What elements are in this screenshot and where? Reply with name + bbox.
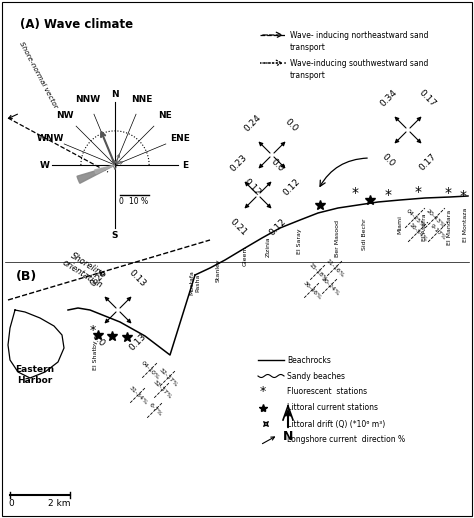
Text: Fluorescent  stations: Fluorescent stations: [287, 387, 367, 396]
Text: *: *: [459, 189, 466, 203]
Text: transport: transport: [290, 71, 326, 80]
Text: Beachrocks: Beachrocks: [287, 355, 331, 365]
Text: Shoreline
orientation: Shoreline orientation: [61, 250, 109, 291]
Text: 0.12: 0.12: [242, 177, 263, 197]
Text: 0.26: 0.26: [88, 268, 109, 289]
Text: 0.24: 0.24: [242, 113, 263, 134]
Text: 0.13: 0.13: [127, 332, 148, 352]
Text: 9-17%: 9-17%: [429, 223, 447, 241]
Text: (A) Wave climate: (A) Wave climate: [20, 18, 133, 31]
Text: 04-25%: 04-25%: [405, 208, 425, 228]
Text: 6-7%: 6-7%: [147, 402, 163, 418]
Text: *: *: [384, 188, 392, 202]
Text: 0.0: 0.0: [90, 332, 107, 348]
Text: Gleem: Gleem: [243, 245, 247, 266]
Text: Littoral drift (Q) (*10⁶ m³): Littoral drift (Q) (*10⁶ m³): [287, 420, 385, 428]
Text: W: W: [40, 161, 50, 169]
Text: Longshore current  direction %: Longshore current direction %: [287, 436, 405, 444]
Text: 0.23: 0.23: [228, 153, 249, 174]
Text: 2 km: 2 km: [47, 498, 70, 508]
Text: Wave- inducing northeastward sand: Wave- inducing northeastward sand: [290, 31, 428, 40]
Text: 0: 0: [118, 197, 123, 206]
Text: 0.12: 0.12: [281, 177, 302, 197]
Text: 10 %: 10 %: [129, 197, 149, 206]
Text: *: *: [445, 186, 452, 200]
Text: 0.17: 0.17: [417, 88, 438, 108]
Text: Zizinia: Zizinia: [265, 236, 271, 256]
Text: *: *: [260, 385, 266, 398]
Text: Miami: Miami: [398, 215, 402, 234]
Text: 32-37%: 32-37%: [158, 368, 178, 388]
Text: 0.0: 0.0: [283, 117, 300, 134]
Text: ENE: ENE: [170, 134, 190, 142]
Text: Wave-inducing southwestward sand: Wave-inducing southwestward sand: [290, 59, 428, 68]
Text: E: E: [182, 161, 189, 169]
Text: Eastern
Harbor: Eastern Harbor: [16, 365, 55, 385]
Text: *: *: [90, 324, 96, 337]
Text: 20-24%: 20-24%: [319, 276, 340, 296]
Text: Sandy beaches: Sandy beaches: [287, 371, 345, 381]
Text: 36-46%: 36-46%: [302, 280, 322, 300]
Text: 0.34: 0.34: [378, 88, 399, 108]
Text: 0.17: 0.17: [417, 152, 438, 172]
Text: 31-34%: 31-34%: [128, 385, 148, 405]
Text: *: *: [352, 186, 358, 200]
Text: 20-43%: 20-43%: [425, 208, 445, 228]
Wedge shape: [95, 165, 115, 174]
Text: Littoral current stations: Littoral current stations: [287, 404, 378, 412]
Text: 0.0: 0.0: [269, 157, 286, 174]
Text: El Shatby: El Shatby: [92, 340, 98, 370]
Text: 0: 0: [8, 498, 14, 508]
Text: El Montaza: El Montaza: [464, 208, 468, 242]
Text: 0.13: 0.13: [127, 268, 148, 289]
Text: 0.0: 0.0: [380, 152, 397, 168]
Text: WNW: WNW: [36, 134, 64, 142]
Text: 0.21: 0.21: [228, 217, 249, 237]
Text: NE: NE: [158, 111, 172, 120]
Text: *: *: [414, 185, 421, 199]
Text: Stanley: Stanley: [216, 258, 220, 282]
Text: 11-16%: 11-16%: [325, 258, 345, 278]
Text: El Asafra: El Asafra: [422, 213, 428, 241]
Text: NW: NW: [56, 111, 74, 120]
Text: 04-10%: 04-10%: [140, 360, 160, 380]
Text: 16-54%: 16-54%: [408, 222, 428, 242]
Text: transport: transport: [290, 43, 326, 52]
Text: Ber Masood: Ber Masood: [336, 220, 340, 257]
Text: S: S: [112, 231, 118, 240]
Text: El Saray: El Saray: [298, 228, 302, 254]
Text: Sidi Bechr: Sidi Bechr: [363, 218, 367, 250]
Text: 15-18%: 15-18%: [308, 262, 328, 282]
Text: N: N: [283, 429, 293, 442]
Text: Mostafa
Pasha: Mostafa Pasha: [190, 270, 201, 295]
Text: NNE: NNE: [131, 95, 153, 105]
Text: 0.12: 0.12: [267, 217, 288, 237]
Wedge shape: [77, 165, 115, 183]
Text: Shore-normal vector: Shore-normal vector: [18, 40, 58, 109]
Text: N: N: [111, 90, 119, 99]
Text: (B): (B): [16, 270, 37, 283]
Text: NNW: NNW: [75, 95, 100, 105]
Text: El Mandara: El Mandara: [447, 210, 453, 245]
Text: 32-37%: 32-37%: [152, 380, 173, 400]
